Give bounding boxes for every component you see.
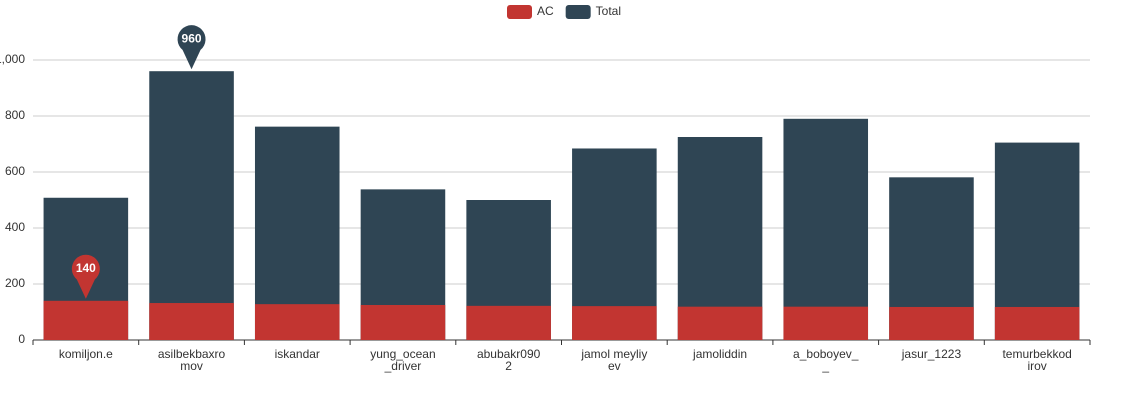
bar (783, 118, 869, 340)
bar (677, 137, 763, 340)
bar (994, 306, 1080, 340)
x-tick-label: asilbekbaxromov (157, 347, 226, 373)
x-tick-label: temurbekkodirov (1002, 347, 1072, 373)
x-tick-label: yung_ocean_driver (370, 347, 436, 373)
bar (360, 305, 446, 340)
legend-swatch (565, 5, 591, 19)
legend-swatch (507, 5, 532, 19)
y-tick-label: 200 (5, 276, 25, 290)
mark-label: 960 (182, 31, 202, 45)
y-tick-label: 0 (18, 332, 25, 346)
x-tick-label: jamol meyliyev (581, 347, 648, 373)
bar (149, 303, 234, 340)
bar (466, 305, 551, 340)
bar (889, 306, 974, 340)
y-tick-label: 1,000 (0, 52, 25, 66)
legend-label: Total (596, 4, 621, 18)
bar (149, 71, 234, 340)
mark-pin (177, 25, 206, 70)
mark-pin (71, 254, 100, 299)
legend-label: AC (537, 4, 554, 18)
bar (43, 300, 129, 340)
x-tick-label: jasur_1223 (901, 347, 962, 361)
bar (677, 306, 763, 340)
bar (572, 306, 657, 340)
x-tick-label: iskandar (274, 347, 320, 361)
x-tick-label: komiljon.e (58, 347, 113, 361)
mark-label: 140 (76, 261, 96, 275)
x-tick-label: a_boboyev__ (793, 347, 859, 373)
x-tick-label: abubakr0902 (476, 347, 541, 373)
bar (254, 304, 340, 340)
y-tick-label: 600 (5, 164, 25, 178)
bar (783, 306, 869, 340)
y-tick-label: 400 (5, 220, 25, 234)
x-tick-label: jamoliddin (693, 347, 748, 361)
y-tick-label: 800 (5, 108, 25, 122)
